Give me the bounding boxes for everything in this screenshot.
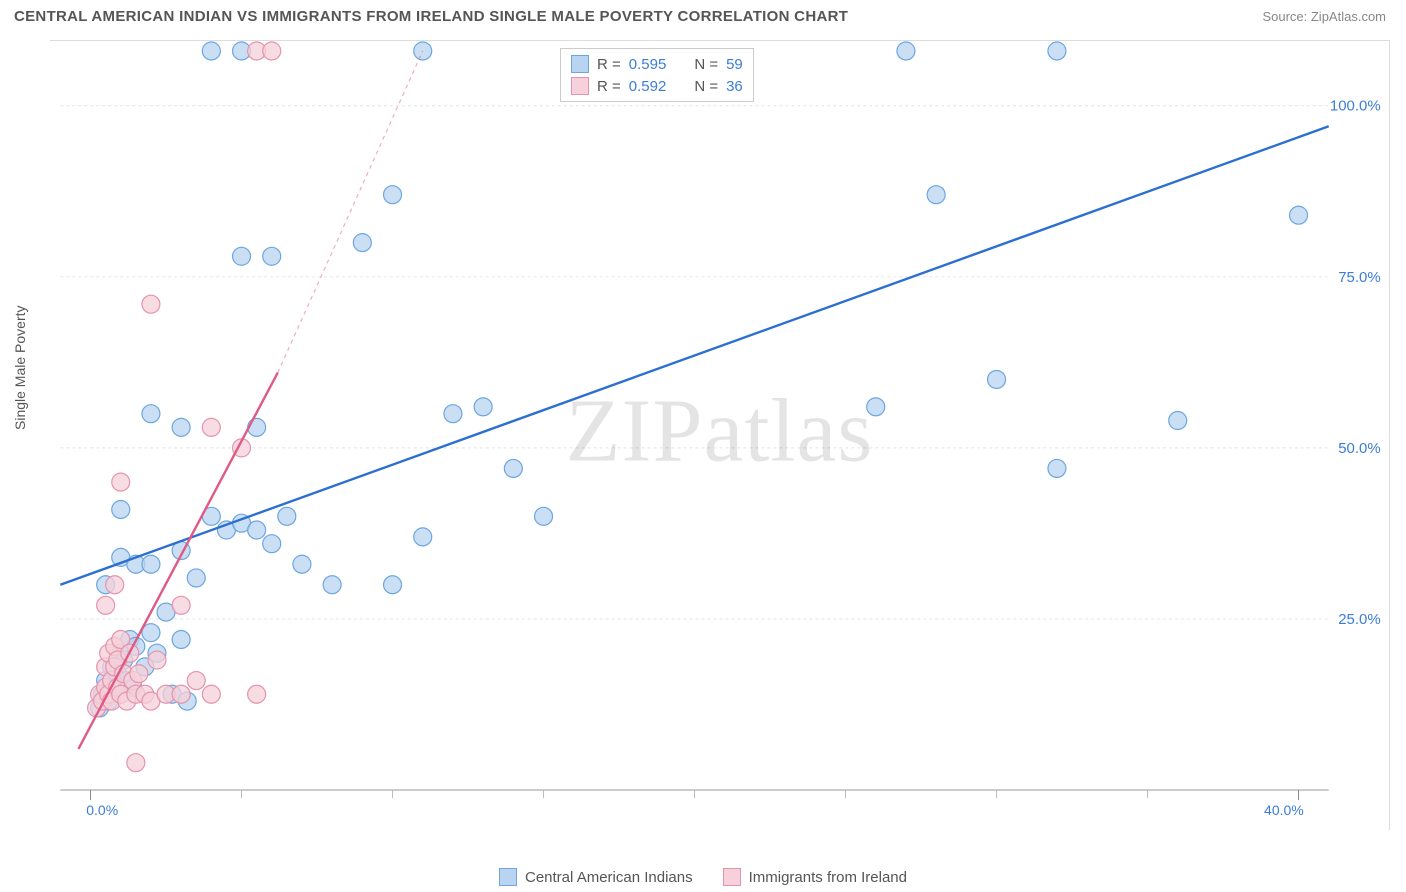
legend-stats-row-1: R = 0.592 N = 36 <box>571 75 743 97</box>
legend-series: Central American Indians Immigrants from… <box>0 868 1406 886</box>
y-axis-label: Single Male Poverty <box>12 305 28 430</box>
svg-text:75.0%: 75.0% <box>1338 269 1380 286</box>
legend-swatch-icon <box>499 868 517 886</box>
source-attribution: Source: ZipAtlas.com <box>1262 9 1386 24</box>
axis-tick-label: 0.0% <box>86 802 118 818</box>
legend-swatch-1 <box>571 77 589 95</box>
legend-stats: R = 0.595 N = 59 R = 0.592 N = 36 <box>560 48 754 102</box>
legend-stats-row-0: R = 0.595 N = 59 <box>571 53 743 75</box>
legend-swatch-icon <box>723 868 741 886</box>
legend-item-0: Central American Indians <box>499 868 693 886</box>
r-value-1: 0.592 <box>629 78 667 95</box>
n-value-0: 59 <box>726 56 743 73</box>
legend-label-1: Immigrants from Ireland <box>749 869 907 886</box>
legend-swatch-0 <box>571 55 589 73</box>
legend-label-0: Central American Indians <box>525 869 693 886</box>
scatter-plot-svg: 25.0% 50.0% 75.0% 100.0% <box>50 41 1389 830</box>
title-bar: CENTRAL AMERICAN INDIAN VS IMMIGRANTS FR… <box>0 0 1406 31</box>
n-value-1: 36 <box>726 78 743 95</box>
plot-area: 25.0%50.0%75.0%100.0% ZIPatlas <box>50 40 1390 830</box>
r-value-0: 0.595 <box>629 56 667 73</box>
axis-tick-label: 40.0% <box>1264 802 1304 818</box>
svg-text:100.0%: 100.0% <box>1330 98 1381 115</box>
legend-item-1: Immigrants from Ireland <box>723 868 907 886</box>
chart-title: CENTRAL AMERICAN INDIAN VS IMMIGRANTS FR… <box>14 8 848 25</box>
svg-text:25.0%: 25.0% <box>1338 611 1380 628</box>
svg-text:50.0%: 50.0% <box>1338 440 1380 457</box>
